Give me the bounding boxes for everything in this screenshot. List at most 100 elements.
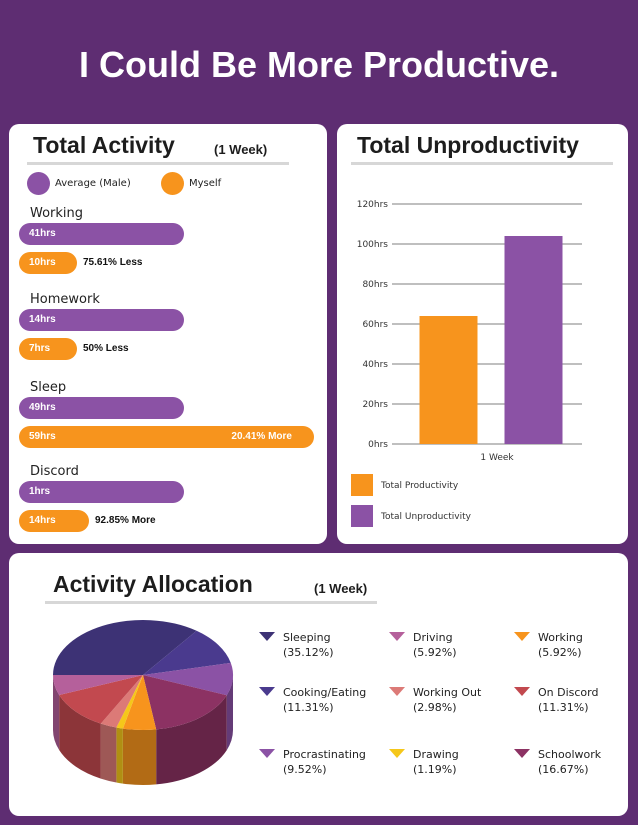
legend-label-total-unproductivity: Total Unproductivity [380,512,472,522]
bar-note-working: 75.61% Less [83,257,143,268]
pie-legend-marker-icon [259,749,275,758]
bar-myself-value-sleep: 59hrs [29,431,56,442]
pie-slice-cooking-eating [143,630,231,675]
pie-legend-label: Working [538,631,583,644]
pie-slice-working [122,675,157,730]
legend-swatch-total-unproductivity [351,505,373,527]
pie-legend-marker-icon [389,632,405,641]
y-tick-0hrs: 0hrs [368,440,388,450]
category-homework: Homework [30,292,100,307]
bar-myself-homework: 7hrs [19,338,77,360]
y-tick-120hrs: 120hrs [357,200,389,210]
total-activity-subtitle: (1 Week) [214,142,268,157]
unproductivity-bar-chart: 0hrs 20hrs 40hrs 60hrs 80hrs 100hrs 120hrs 1 We… [351,200,582,527]
pie-legend-marker-icon [259,687,275,696]
bar-average-sleep: 49hrs [19,397,184,419]
pie-slice-drawing [116,675,143,729]
total-unproductivity-card: Total Unproductivity 0hrs 20hrs 40hrs 60hrs… [337,124,628,544]
pie-slice-working-out [100,675,143,728]
pie-legend-marker-icon [259,632,275,641]
pie-legend-marker-icon [389,687,405,696]
pie-legend-marker-icon [514,749,530,758]
bar-myself-value-working: 10hrs [29,257,56,268]
legend-average-label: Average (Male) [55,178,131,189]
pie-side-working-out [100,723,117,783]
bar-myself-discord: 14hrs [19,510,89,532]
pie-legend-item-cooking-eating: Cooking/Eating (11.31%) [259,685,366,715]
pie-legend-label: Procrastinating [283,748,366,761]
pie-legend-percent: (2.98%) [413,701,457,714]
legend-average-dot [27,172,50,195]
pie-legend-marker-icon [514,687,530,696]
pie-legend-item-working-out: Working Out (2.98%) [389,685,481,715]
activity-allocation-card: Activity Allocation (1 Week) Sleeping (35… [9,553,628,816]
bar-myself-working: 10hrs [19,252,77,274]
pie-slice-sleeping [53,620,197,675]
title-underline [45,601,377,604]
pie-slice-driving [53,675,143,696]
bar-average-working: 41hrs [19,223,184,245]
pie-legend-label: On Discord [538,686,599,699]
bar-note-sleep: 20.41% More [231,431,292,442]
title-underline [27,162,289,165]
y-tick-60hrs: 60hrs [362,320,388,330]
pie-legend-percent: (11.31%) [538,701,589,714]
y-tick-40hrs: 40hrs [362,360,388,370]
pie-legend-item-on-discord: On Discord (11.31%) [514,685,598,715]
pie-legend-item-procrastinating: Procrastinating (9.52%) [259,747,366,777]
pie-legend-percent: (35.12%) [283,646,334,659]
pie-side-procrastinating [226,675,233,751]
pie-legend-label: Schoolwork [538,748,602,761]
pie-side-schoolwork [156,695,227,785]
category-sleep: Sleep [30,380,67,395]
y-tick-80hrs: 80hrs [362,280,388,290]
legend-label-total-productivity: Total Productivity [380,481,459,491]
bar-average-homework: 14hrs [19,309,184,331]
x-tick-label: 1 Week [480,453,514,463]
bar-total-productivity [419,316,478,444]
pie-side-driving [53,675,60,751]
pie-legend-item-driving: Driving (5.92%) [389,630,457,660]
bar-average-discord: 1hrs [19,481,184,503]
pie-legend-label: Drawing [413,748,459,761]
pie-legend-marker-icon [514,632,530,641]
pie-legend-percent: (5.92%) [538,646,582,659]
pie-slice-schoolwork [143,675,227,730]
bar-myself-value-discord: 14hrs [29,515,56,526]
bar-note-homework: 50% Less [83,343,129,354]
pie-slice-procrastinating [143,662,234,696]
y-tick-100hrs: 100hrs [357,240,389,250]
pie-legend-item-drawing: Drawing (1.19%) [389,747,459,777]
pie-legend-percent: (5.92%) [413,646,457,659]
pie-legend-percent: (9.52%) [283,763,327,776]
page-title: I Could Be More Productive. [78,44,560,85]
pie-legend-label: Cooking/Eating [283,686,367,699]
pie-slice-on-discord [59,675,144,724]
pie-legend-percent: (1.19%) [413,763,457,776]
bar-total-unproductivity [504,236,563,444]
y-tick-20hrs: 20hrs [362,400,388,410]
pie-legend-item-sleeping: Sleeping (35.12%) [259,630,334,660]
bar-myself-value-homework: 7hrs [29,343,51,354]
legend-swatch-total-productivity [351,474,373,496]
pie-legend-label: Working Out [413,686,482,699]
pie-legend-label: Sleeping [283,631,331,644]
pie-legend-percent: (11.31%) [283,701,334,714]
category-working: Working [30,206,84,221]
activity-pie-chart [53,620,234,785]
pie-legend-item-schoolwork: Schoolwork (16.67%) [514,747,601,777]
total-unproductivity-title: Total Unproductivity [357,132,579,158]
pie-side-working [122,728,157,785]
pie-legend-item-working: Working (5.92%) [514,630,583,660]
activity-allocation-subtitle: (1 Week) [314,581,368,596]
legend-myself-label: Myself [189,178,222,189]
pie-side-drawing [116,727,123,784]
total-activity-card: Total Activity (1 Week) Average (Male) M… [9,124,327,544]
pie-legend-percent: (16.67%) [538,763,589,776]
pie-side-on-discord [59,695,101,779]
activity-allocation-title: Activity Allocation [53,571,253,597]
legend-myself-dot [161,172,184,195]
pie-legend-label: Driving [413,631,453,644]
title-underline [351,162,613,165]
category-discord: Discord [30,464,79,479]
